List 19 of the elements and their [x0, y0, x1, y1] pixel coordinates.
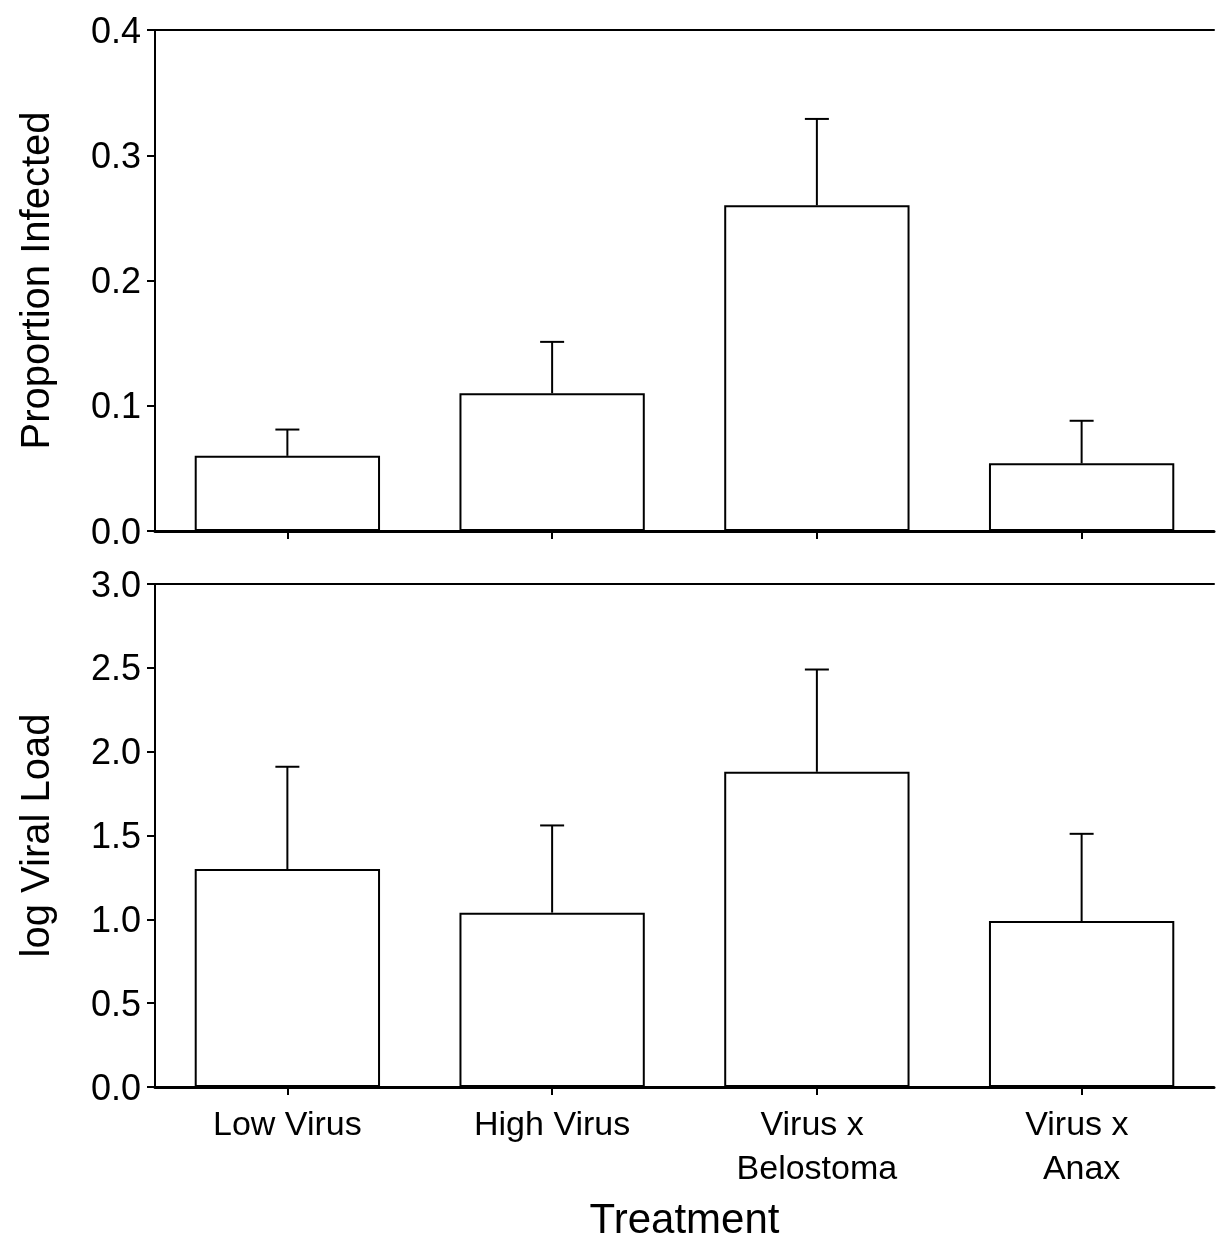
y-tick-label: 2.5: [90, 647, 141, 689]
y-tick-label: 0.2: [90, 260, 141, 301]
x-tick-label: Low Virus: [213, 1104, 362, 1142]
y-tick-label: 0.1: [90, 385, 141, 427]
y-tick-label: 0.4: [90, 9, 141, 51]
y-tick-label: 1.5: [90, 815, 141, 856]
y-tick-label: 0.5: [90, 982, 141, 1024]
y-tick-label: 0.0: [90, 510, 141, 552]
x-tick-label: High Virus: [474, 1104, 631, 1142]
y-tick-label: 2.0: [90, 731, 141, 773]
y-tick-label: 0.3: [90, 134, 141, 176]
y-tick-label: 1.0: [90, 898, 141, 940]
y-tick-label: 0.0: [90, 1066, 141, 1108]
x-tick-label: Virus x Anax: [1025, 1104, 1138, 1186]
y-axis-title: log Viral Load: [13, 713, 57, 958]
x-tick-label: Virus x Belostoma: [736, 1104, 898, 1186]
y-tick-label: 3.0: [90, 563, 141, 605]
y-axis-title: Proportion Infected: [13, 111, 57, 450]
x-axis-title: Treatment: [589, 1194, 780, 1242]
